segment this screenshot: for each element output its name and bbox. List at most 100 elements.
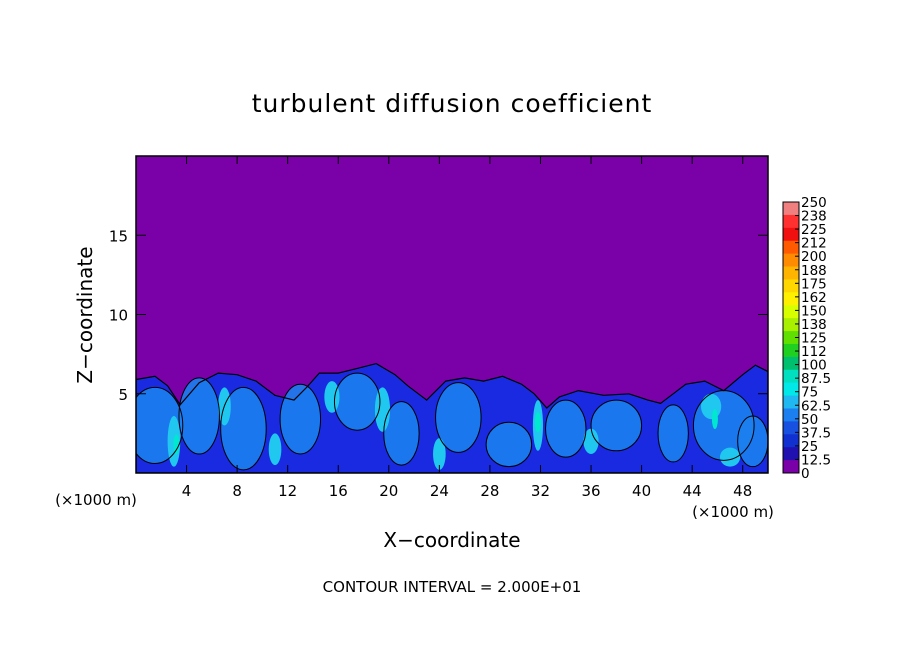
y-axis-label: Z−coordinate: [73, 246, 97, 383]
colorbar-label: 62.5: [801, 398, 831, 414]
colorbar-label: 188: [801, 263, 827, 279]
eddy-region: [383, 401, 420, 466]
eddy-core: [268, 433, 282, 466]
colorbar-label: 75: [801, 385, 818, 401]
colorbar-label: 112: [801, 344, 827, 360]
colorbar-swatch: [783, 382, 799, 397]
colorbar-label: 138: [801, 317, 827, 333]
eddy-core: [324, 381, 340, 413]
eddy-region: [334, 373, 380, 431]
contour-line: [383, 401, 420, 466]
x-unit-right: (×1000 m): [692, 503, 774, 521]
turbulent-layer: [136, 362, 768, 473]
colorbar-swatch: [783, 305, 799, 319]
colorbar-swatch: [783, 253, 799, 268]
eddy-core: [583, 428, 599, 454]
eddy-peak: [711, 409, 718, 430]
colorbar-swatch: [783, 240, 799, 255]
eddy-peak: [173, 434, 180, 455]
colorbar-label: 175: [801, 276, 827, 292]
contour-line: [485, 421, 533, 468]
eddy-region: [435, 382, 482, 453]
eddy-region: [280, 384, 321, 454]
colorbar-label: 212: [801, 236, 827, 252]
eddy-region: [737, 415, 768, 467]
colorbar-swatch: [783, 408, 799, 422]
y-axis: 5 10 15: [109, 227, 768, 404]
colorbar-label: 250: [801, 195, 827, 211]
colorbar-label: 12.5: [801, 452, 831, 468]
colorbar-label: 162: [801, 290, 827, 306]
eddy-region: [658, 404, 689, 462]
colorbar-label: 238: [801, 209, 827, 225]
x-axis-label: X−coordinate: [383, 528, 520, 552]
contour-line: [545, 399, 587, 458]
x-tick-label: 16: [329, 482, 348, 500]
eddy-region: [591, 400, 642, 451]
contour-line: [590, 399, 643, 452]
eddy-region: [220, 387, 267, 470]
colorbar-swatch: [783, 356, 799, 371]
x-tick-label: 40: [632, 482, 651, 500]
colorbar-swatch: [783, 369, 799, 384]
x-tick-label: 48: [733, 482, 752, 500]
x-tick-label: 24: [430, 482, 449, 500]
x-tick-label: 36: [581, 482, 600, 500]
y-tick-label: 15: [109, 227, 128, 245]
colorbar-label: 100: [801, 358, 827, 374]
x-tick-label: 44: [683, 482, 702, 500]
chart-title: turbulent diffusion coefficient: [252, 89, 653, 118]
eddy-core: [701, 393, 722, 420]
colorbar-swatch: [783, 460, 799, 474]
colorbar-swatch: [783, 202, 799, 216]
x-unit-left: (×1000 m): [55, 491, 137, 509]
colorbar-swatch: [783, 331, 799, 345]
x-tick-label: 32: [531, 482, 550, 500]
contour-line: [657, 404, 689, 463]
contour-line: [279, 383, 322, 455]
colorbar-label: 200: [801, 249, 827, 265]
colorbar-swatch: [783, 279, 799, 293]
colorbar-label: 125: [801, 331, 827, 347]
contour-interval: CONTOUR INTERVAL = 2.000E+01: [323, 578, 582, 596]
colorbar-swatch: [783, 214, 799, 229]
eddy-core: [719, 447, 741, 467]
colorbar-label: 150: [801, 303, 827, 319]
x-tick-label: 8: [232, 482, 242, 500]
colorbar-label: 37.5: [801, 425, 831, 441]
colorbar-swatch: [783, 292, 799, 306]
x-tick-label: 4: [182, 482, 192, 500]
x-tick-label: 12: [278, 482, 297, 500]
colorbar-swatch: [783, 447, 799, 461]
eddy-core: [433, 438, 446, 470]
contour-line: [220, 386, 267, 471]
colorbar-swatch: [783, 421, 799, 435]
y-tick-label: 10: [109, 307, 128, 325]
colorbar-swatch: [783, 434, 799, 448]
x-tick-label: 20: [379, 482, 398, 500]
colorbar-swatch: [783, 266, 799, 280]
colorbar-label: 87.5: [801, 371, 831, 387]
colorbar-swatch: [783, 395, 799, 409]
y-tick-label: 5: [118, 386, 128, 404]
contour-line: [435, 382, 482, 453]
eddy-region: [178, 377, 220, 454]
eddy-region: [545, 400, 586, 458]
contour-line: [136, 362, 768, 473]
eddy-core: [374, 387, 391, 432]
eddy-peak: [534, 412, 541, 433]
contour-line: [178, 377, 220, 455]
eddy-region: [486, 422, 532, 467]
colorbar-label: 0: [801, 466, 810, 482]
x-tick-label: 28: [480, 482, 499, 500]
colorbar-label: 50: [801, 412, 818, 428]
colorbar-label: 25: [801, 439, 818, 455]
contour-line: [136, 386, 184, 464]
plot-area: [136, 156, 768, 473]
colorbar-label: 225: [801, 222, 827, 238]
colorbar-swatch: [783, 318, 799, 332]
colorbar-swatch: [783, 343, 799, 358]
contour-line: [333, 372, 381, 431]
x-axis: 4 8 12 16 20 24 28 32 36 40 44 48: [182, 156, 752, 500]
